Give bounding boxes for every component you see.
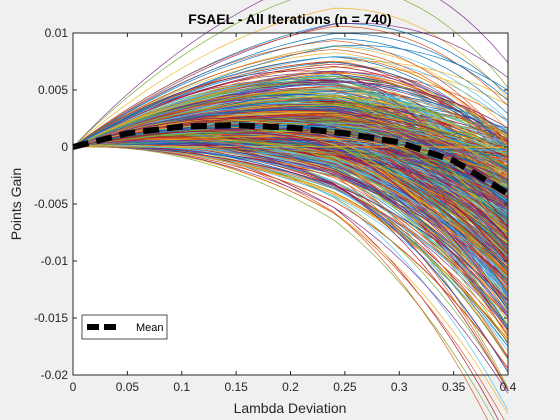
y-tick-label: -0.01 [41,254,69,268]
iteration-line [72,141,509,372]
x-axis-label: Lambda Deviation [234,400,347,416]
iteration-line [72,95,509,157]
iteration-line [72,101,509,209]
iteration-line [72,139,509,391]
iteration-line [72,109,509,206]
y-tick-label: 0 [61,140,68,154]
iteration-line [72,33,509,148]
iteration-line [72,70,509,231]
iteration-line [72,145,509,313]
iteration-line [72,81,509,148]
iteration-line [72,78,509,190]
y-axis-ticks: -0.02 -0.015 -0.01 -0.005 0 0.005 0.01 [34,26,508,382]
y-tick-label: -0.015 [34,311,68,325]
iteration-line [72,139,509,318]
iteration-line [72,72,509,148]
x-tick-label: 0.4 [500,380,517,394]
iteration-line [72,71,509,154]
iteration-line [73,146,509,148]
iteration-line [72,45,509,148]
y-tick-label: -0.005 [34,197,68,211]
x-tick-label: 0.1 [173,380,190,394]
iteration-line [72,48,509,148]
y-tick-label: 0.005 [38,83,68,97]
iteration-line [72,52,509,148]
iteration-line [72,99,509,182]
iteration-line [72,137,509,358]
iteration-line [73,146,509,171]
iteration-line [72,108,509,208]
iteration-line [72,0,509,148]
iteration-line [72,141,509,196]
x-tick-label: 0.15 [224,380,248,394]
iteration-line [72,86,509,148]
x-tick-label: 0.3 [391,380,408,394]
iteration-line [72,140,509,280]
y-tick-label: -0.02 [41,368,69,382]
iteration-line [72,61,509,150]
iteration-line [72,146,509,301]
iteration-line [72,60,509,148]
x-tick-label: 0.35 [442,380,466,394]
legend: Mean [81,314,168,340]
iteration-line [72,0,509,148]
iteration-line [72,86,509,165]
x-tick-label: 0.25 [333,380,357,394]
iteration-line [72,117,509,265]
mean-series [72,122,510,197]
iteration-line [72,82,509,192]
iteration-line [72,40,509,148]
x-tick-label: 0.05 [116,380,140,394]
x-tick-label: 0.2 [282,380,299,394]
x-axis-ticks: 0 0.05 0.1 0.15 0.2 0.25 0.3 0.35 0.4 [70,33,517,394]
y-axis-label: Points Gain [8,168,24,240]
iteration-line [72,56,509,149]
x-tick-label: 0 [70,380,77,394]
iteration-line [72,131,509,255]
iteration-line [72,109,509,181]
iteration-line [72,144,509,300]
chart-title: FSAEL - All Iterations (n = 740) [188,11,391,27]
iteration-line [72,7,509,148]
y-tick-label: 0.01 [45,26,69,40]
legend-label-mean: Mean [136,322,164,334]
mean-line [72,122,510,197]
iteration-line [72,63,509,148]
iteration-line [72,76,509,148]
iteration-line [72,146,509,394]
